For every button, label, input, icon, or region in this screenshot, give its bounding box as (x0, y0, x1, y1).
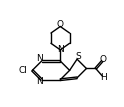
Text: Cl: Cl (18, 66, 27, 75)
Text: S: S (76, 52, 81, 61)
Text: H: H (100, 73, 107, 82)
Text: N: N (57, 45, 64, 54)
Text: N: N (36, 77, 42, 86)
Text: O: O (100, 55, 107, 64)
Text: N: N (36, 54, 42, 63)
Text: O: O (57, 20, 64, 29)
